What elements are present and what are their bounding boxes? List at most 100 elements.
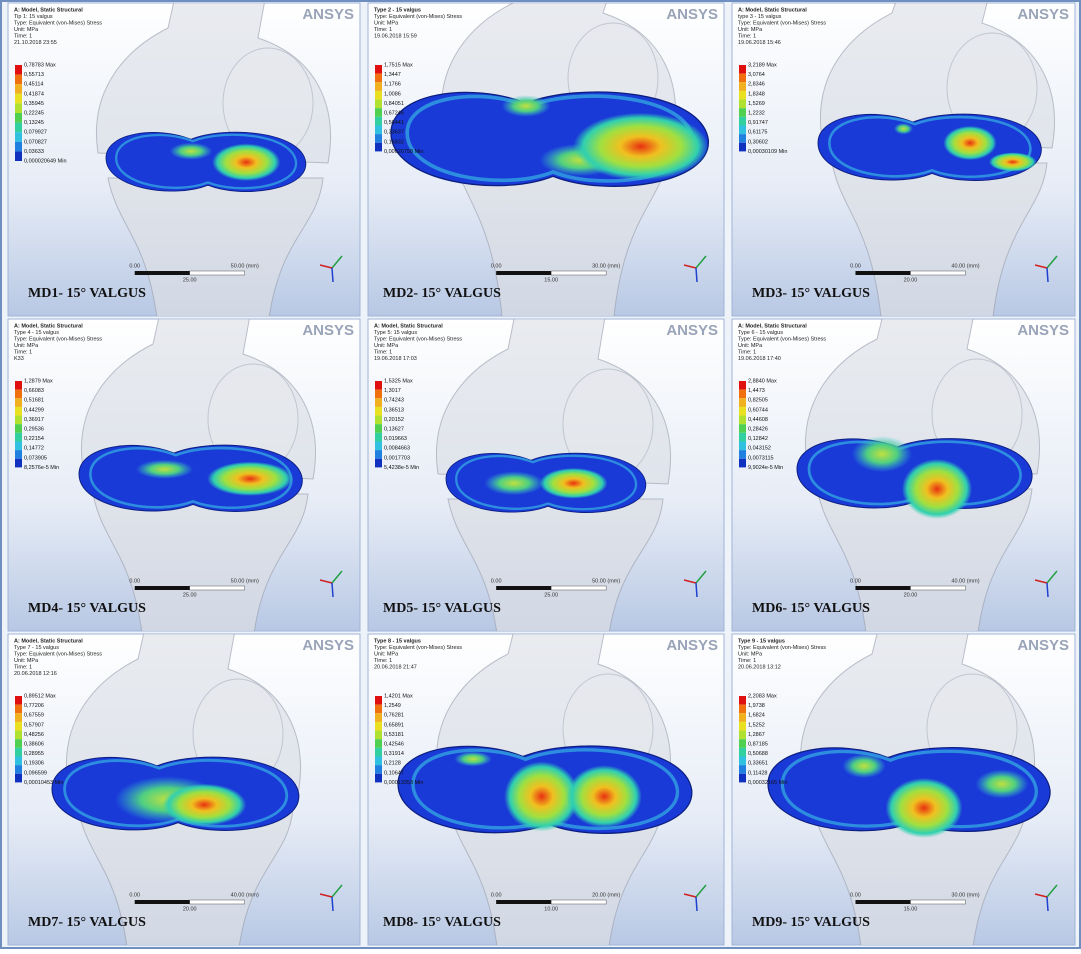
legend-swatch xyxy=(375,748,382,757)
legend-swatch xyxy=(739,765,746,774)
legend-label: 0,00013353 Min xyxy=(384,780,423,786)
legend-label: 0,35945 xyxy=(24,101,44,107)
legend-label: 0,33637 xyxy=(384,130,404,136)
header-line: Type: Equivalent (von-Mises) Stress xyxy=(738,20,826,26)
legend-swatch xyxy=(739,143,746,152)
legend-swatch xyxy=(739,416,746,425)
scale-label: 30.00 (mm) xyxy=(592,263,620,269)
header-line: A: Model, Static Structural xyxy=(374,323,443,329)
legend-label: 0,043152 xyxy=(748,446,771,452)
legend-label: 0,77206 xyxy=(24,703,44,709)
tibial-insert xyxy=(79,445,302,511)
header-line: Type 6 - 15 valgus xyxy=(738,330,783,336)
scale-label: 0.00 xyxy=(850,892,861,898)
ansys-logo: ANSYS xyxy=(1017,322,1069,339)
legend-swatch xyxy=(15,390,22,399)
legend-swatch xyxy=(375,450,382,459)
legend-swatch xyxy=(15,123,22,133)
legend-label: 0,29536 xyxy=(24,426,44,432)
ansys-logo: ANSYS xyxy=(666,6,718,23)
header-line: 20.06.2018 13:12 xyxy=(738,664,781,670)
stress-zone xyxy=(136,460,193,479)
stress-hotspot xyxy=(573,113,708,181)
scale-label: 0.00 xyxy=(850,578,861,584)
scale-bar-light xyxy=(910,586,965,590)
legend-swatch xyxy=(739,705,746,714)
legend-label: 0,20152 xyxy=(384,417,404,423)
scale-label: 40.00 (mm) xyxy=(951,578,979,584)
legend-label: 1,4201 Max xyxy=(384,693,413,699)
header-line: 19.06.2018 15:59 xyxy=(374,33,417,39)
legend-label: 8,2576e-5 Min xyxy=(24,465,59,471)
legend-label: 0,03633 xyxy=(24,149,44,155)
stress-zone xyxy=(852,436,912,472)
legend-swatch xyxy=(375,65,382,74)
legend-label: 0,84051 xyxy=(384,101,404,107)
legend-label: 0,33651 xyxy=(748,761,768,767)
legend-swatch xyxy=(375,774,382,783)
legend-label: 3,0764 xyxy=(748,72,765,78)
scale-label: 25.00 xyxy=(183,592,197,598)
legend-swatch xyxy=(739,108,746,117)
legend-swatch xyxy=(15,132,22,142)
legend-label: 0,61175 xyxy=(748,130,767,136)
legend-swatch xyxy=(15,103,22,113)
scale-label: 25.00 xyxy=(183,277,197,283)
legend-label: 0,36917 xyxy=(24,417,44,423)
figure-grid: A: Model, Static StructuralTip 1: 15 val… xyxy=(0,0,1081,949)
legend-swatch xyxy=(15,142,22,152)
header-line: Type 7 - 15 valgus xyxy=(14,645,59,651)
legend-swatch xyxy=(15,416,22,425)
legend-label: 2,8346 xyxy=(748,82,765,88)
legend-label: 0,0073115 xyxy=(748,455,774,461)
legend-swatch xyxy=(15,407,22,416)
ansys-logo: ANSYS xyxy=(1017,6,1069,23)
legend-label: 1,2867 xyxy=(748,732,765,738)
legend-label: 0,0017703 xyxy=(384,455,410,461)
legend-swatch xyxy=(15,113,22,123)
legend-swatch xyxy=(15,381,22,390)
legend-swatch xyxy=(739,82,746,91)
legend-label: 0,079927 xyxy=(24,130,47,136)
header-line: A: Model, Static Structural xyxy=(14,323,83,329)
scale-label: 0.00 xyxy=(491,263,502,269)
legend-swatch xyxy=(15,705,22,714)
scale-bar-light xyxy=(910,271,965,275)
legend-label: 1,2879 Max xyxy=(24,378,53,384)
stress-zone xyxy=(502,95,551,117)
legend-label: 0,87185 xyxy=(748,741,768,747)
header-line: 19.06.2018 17:03 xyxy=(374,356,417,362)
header-line: Type 8 - 15 valgus xyxy=(374,638,421,644)
stress-hotspot xyxy=(886,778,963,838)
header-line: Type 4 - 15 valgus xyxy=(14,330,59,336)
stress-hotspot xyxy=(943,126,996,160)
scale-bar-dark xyxy=(496,271,551,275)
legend-swatch xyxy=(375,100,382,109)
header-line: Unit: MPa xyxy=(14,27,39,33)
legend-label: 0,00030109 Min xyxy=(748,149,787,155)
legend-swatch xyxy=(375,731,382,740)
legend-swatch xyxy=(15,748,22,757)
scale-label: 40.00 (mm) xyxy=(231,892,259,898)
legend-swatch xyxy=(739,134,746,143)
triad-axis xyxy=(1047,583,1048,597)
legend-label: 0,2128 xyxy=(384,761,401,767)
scale-bar-light xyxy=(190,586,245,590)
legend-label: 0,00026758 Min xyxy=(384,149,423,155)
triad-axis xyxy=(1047,897,1048,911)
scale-bar-light xyxy=(910,900,965,904)
caption: MD4- 15° VALGUS xyxy=(28,601,146,616)
legend-label: 0,53181 xyxy=(384,732,404,738)
scale-label: 0.00 xyxy=(129,892,140,898)
legend-label: 0,66083 xyxy=(24,388,44,394)
legend-swatch xyxy=(375,407,382,416)
legend-swatch xyxy=(739,459,746,468)
legend-label: 1,9738 xyxy=(748,703,765,709)
scale-label: 30.00 (mm) xyxy=(951,892,979,898)
scale-label: 50.00 (mm) xyxy=(592,578,620,584)
legend-swatch xyxy=(739,441,746,450)
caption: MD2- 15° VALGUS xyxy=(383,286,501,301)
legend-label: 0,41874 xyxy=(24,91,44,97)
